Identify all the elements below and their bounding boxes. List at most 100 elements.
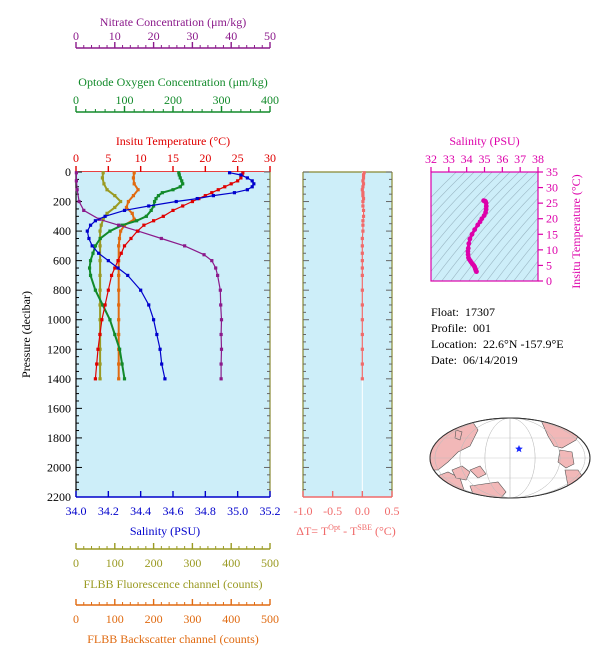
ts-x-tick-label: 33	[443, 152, 455, 166]
fluorescence-point	[99, 223, 103, 227]
nitrate-point	[74, 171, 78, 175]
salinity-point	[122, 208, 127, 213]
oxygen-point	[171, 188, 175, 192]
salinity-point	[116, 266, 120, 270]
fluorescence-point	[113, 205, 117, 210]
oxygen-axis-tick-label: 400	[261, 93, 279, 107]
ts-y-tick-label: 25	[546, 196, 558, 210]
delta-t-tick-label: -0.5	[323, 504, 342, 518]
salinity-axis-tick-label: 34.6	[163, 504, 184, 518]
pressure-tick-label: 2200	[47, 490, 71, 504]
oxygen-point	[93, 288, 97, 292]
backscatter-axis-tick-label: 0	[73, 612, 79, 626]
salinity-point	[160, 362, 164, 366]
ts-isopycnal-line	[522, 260, 538, 281]
oxygen-point	[108, 229, 112, 233]
temperature-point	[98, 332, 102, 337]
salinity-point	[147, 303, 151, 307]
temperature-axis-tick-label: 15	[167, 151, 179, 165]
salinity-point	[250, 185, 254, 189]
fluorescence-axis-tick-label: 500	[261, 556, 279, 570]
salinity-point	[88, 223, 93, 227]
pressure-tick-label: 1200	[47, 342, 71, 356]
delta-t-point	[361, 179, 365, 183]
temperature-point	[241, 171, 245, 175]
ts-isopycnal-line	[486, 217, 538, 281]
salinity-point	[126, 273, 130, 278]
oxygen-point	[108, 318, 112, 322]
backscatter-axis-tick-label: 300	[183, 612, 201, 626]
oxygen-point	[152, 199, 157, 204]
salinity-point	[158, 347, 162, 351]
temperature-point	[190, 199, 194, 204]
fluorescence-point	[98, 318, 102, 322]
temperature-point	[103, 303, 107, 307]
temperature-point	[216, 188, 220, 192]
delta-t-point	[360, 266, 364, 270]
ts-x-tick-label: 32	[425, 152, 437, 166]
temperature-point	[113, 266, 117, 270]
ts-y-tick-label: 30	[546, 181, 558, 195]
oxygen-point	[101, 303, 105, 307]
temperature-point	[210, 191, 214, 195]
temperature-point	[203, 194, 207, 198]
nitrate-point	[202, 253, 206, 257]
nitrate-axis-tick-label: 20	[148, 29, 160, 43]
salinity-point	[227, 171, 232, 175]
delta-t-point	[361, 176, 366, 180]
nitrate-axis-tick-label: 10	[109, 29, 121, 43]
salinity-point	[211, 194, 216, 198]
delta-t-point	[360, 288, 364, 292]
pressure-tick-label: 1800	[47, 431, 71, 445]
delta-t-point	[360, 236, 364, 241]
salinity-point	[97, 251, 101, 255]
ts-x-tick-label: 37	[514, 152, 526, 166]
backscatter-point	[117, 244, 121, 248]
temperature-axis-tick-label: 5	[105, 151, 111, 165]
temperature-point	[95, 362, 99, 366]
nitrate-point	[219, 303, 223, 307]
nitrate-point	[219, 362, 223, 366]
ts-x-tick-label: 35	[479, 152, 491, 166]
nitrate-point	[210, 259, 214, 263]
pressure-tick-label: 800	[53, 283, 71, 297]
nitrate-point	[219, 347, 224, 351]
ts-point	[472, 227, 478, 233]
fluorescence-point	[100, 176, 104, 180]
salinity-point	[245, 188, 249, 192]
map-landmass	[469, 481, 507, 498]
delta-t-point	[360, 377, 364, 381]
ts-isopycnal-line	[513, 249, 538, 281]
delta-t-point	[360, 273, 364, 278]
backscatter-axis-tick-label: 200	[145, 612, 163, 626]
salinity-axis-tick-label: 34.2	[98, 504, 119, 518]
oxygen-point	[122, 377, 127, 381]
backscatter-point	[132, 217, 136, 221]
delta-t-point	[360, 347, 364, 351]
salinity-point	[87, 236, 91, 241]
fluorescence-point	[98, 303, 102, 307]
salinity-axis-tick-label: 34.8	[195, 504, 216, 518]
delta-t-point	[360, 332, 364, 337]
temperature-point	[239, 176, 243, 180]
ts-y-tick-label: 5	[546, 258, 552, 272]
backscatter-point	[117, 273, 121, 278]
oxygen-point	[154, 196, 158, 201]
nitrate-point	[216, 273, 220, 278]
fluorescence-point	[98, 377, 102, 381]
temperature-axis-tick-label: 30	[264, 151, 276, 165]
salinity-point	[90, 244, 94, 248]
fluorescence-point	[98, 347, 102, 351]
ts-x-tick-label: 36	[496, 152, 508, 166]
nitrate-point	[159, 236, 163, 241]
temperature-point	[122, 244, 127, 248]
delta-t-point	[361, 208, 366, 213]
fluorescence-point	[101, 217, 105, 221]
backscatter-series-line	[117, 172, 140, 379]
delta-t-title-part: - T	[340, 524, 358, 538]
temperature-point	[152, 219, 156, 223]
ts-isopycnal-line	[431, 172, 457, 198]
fluorescence-point	[98, 244, 102, 248]
oxygen-axis-tick-label: 0	[73, 93, 79, 107]
